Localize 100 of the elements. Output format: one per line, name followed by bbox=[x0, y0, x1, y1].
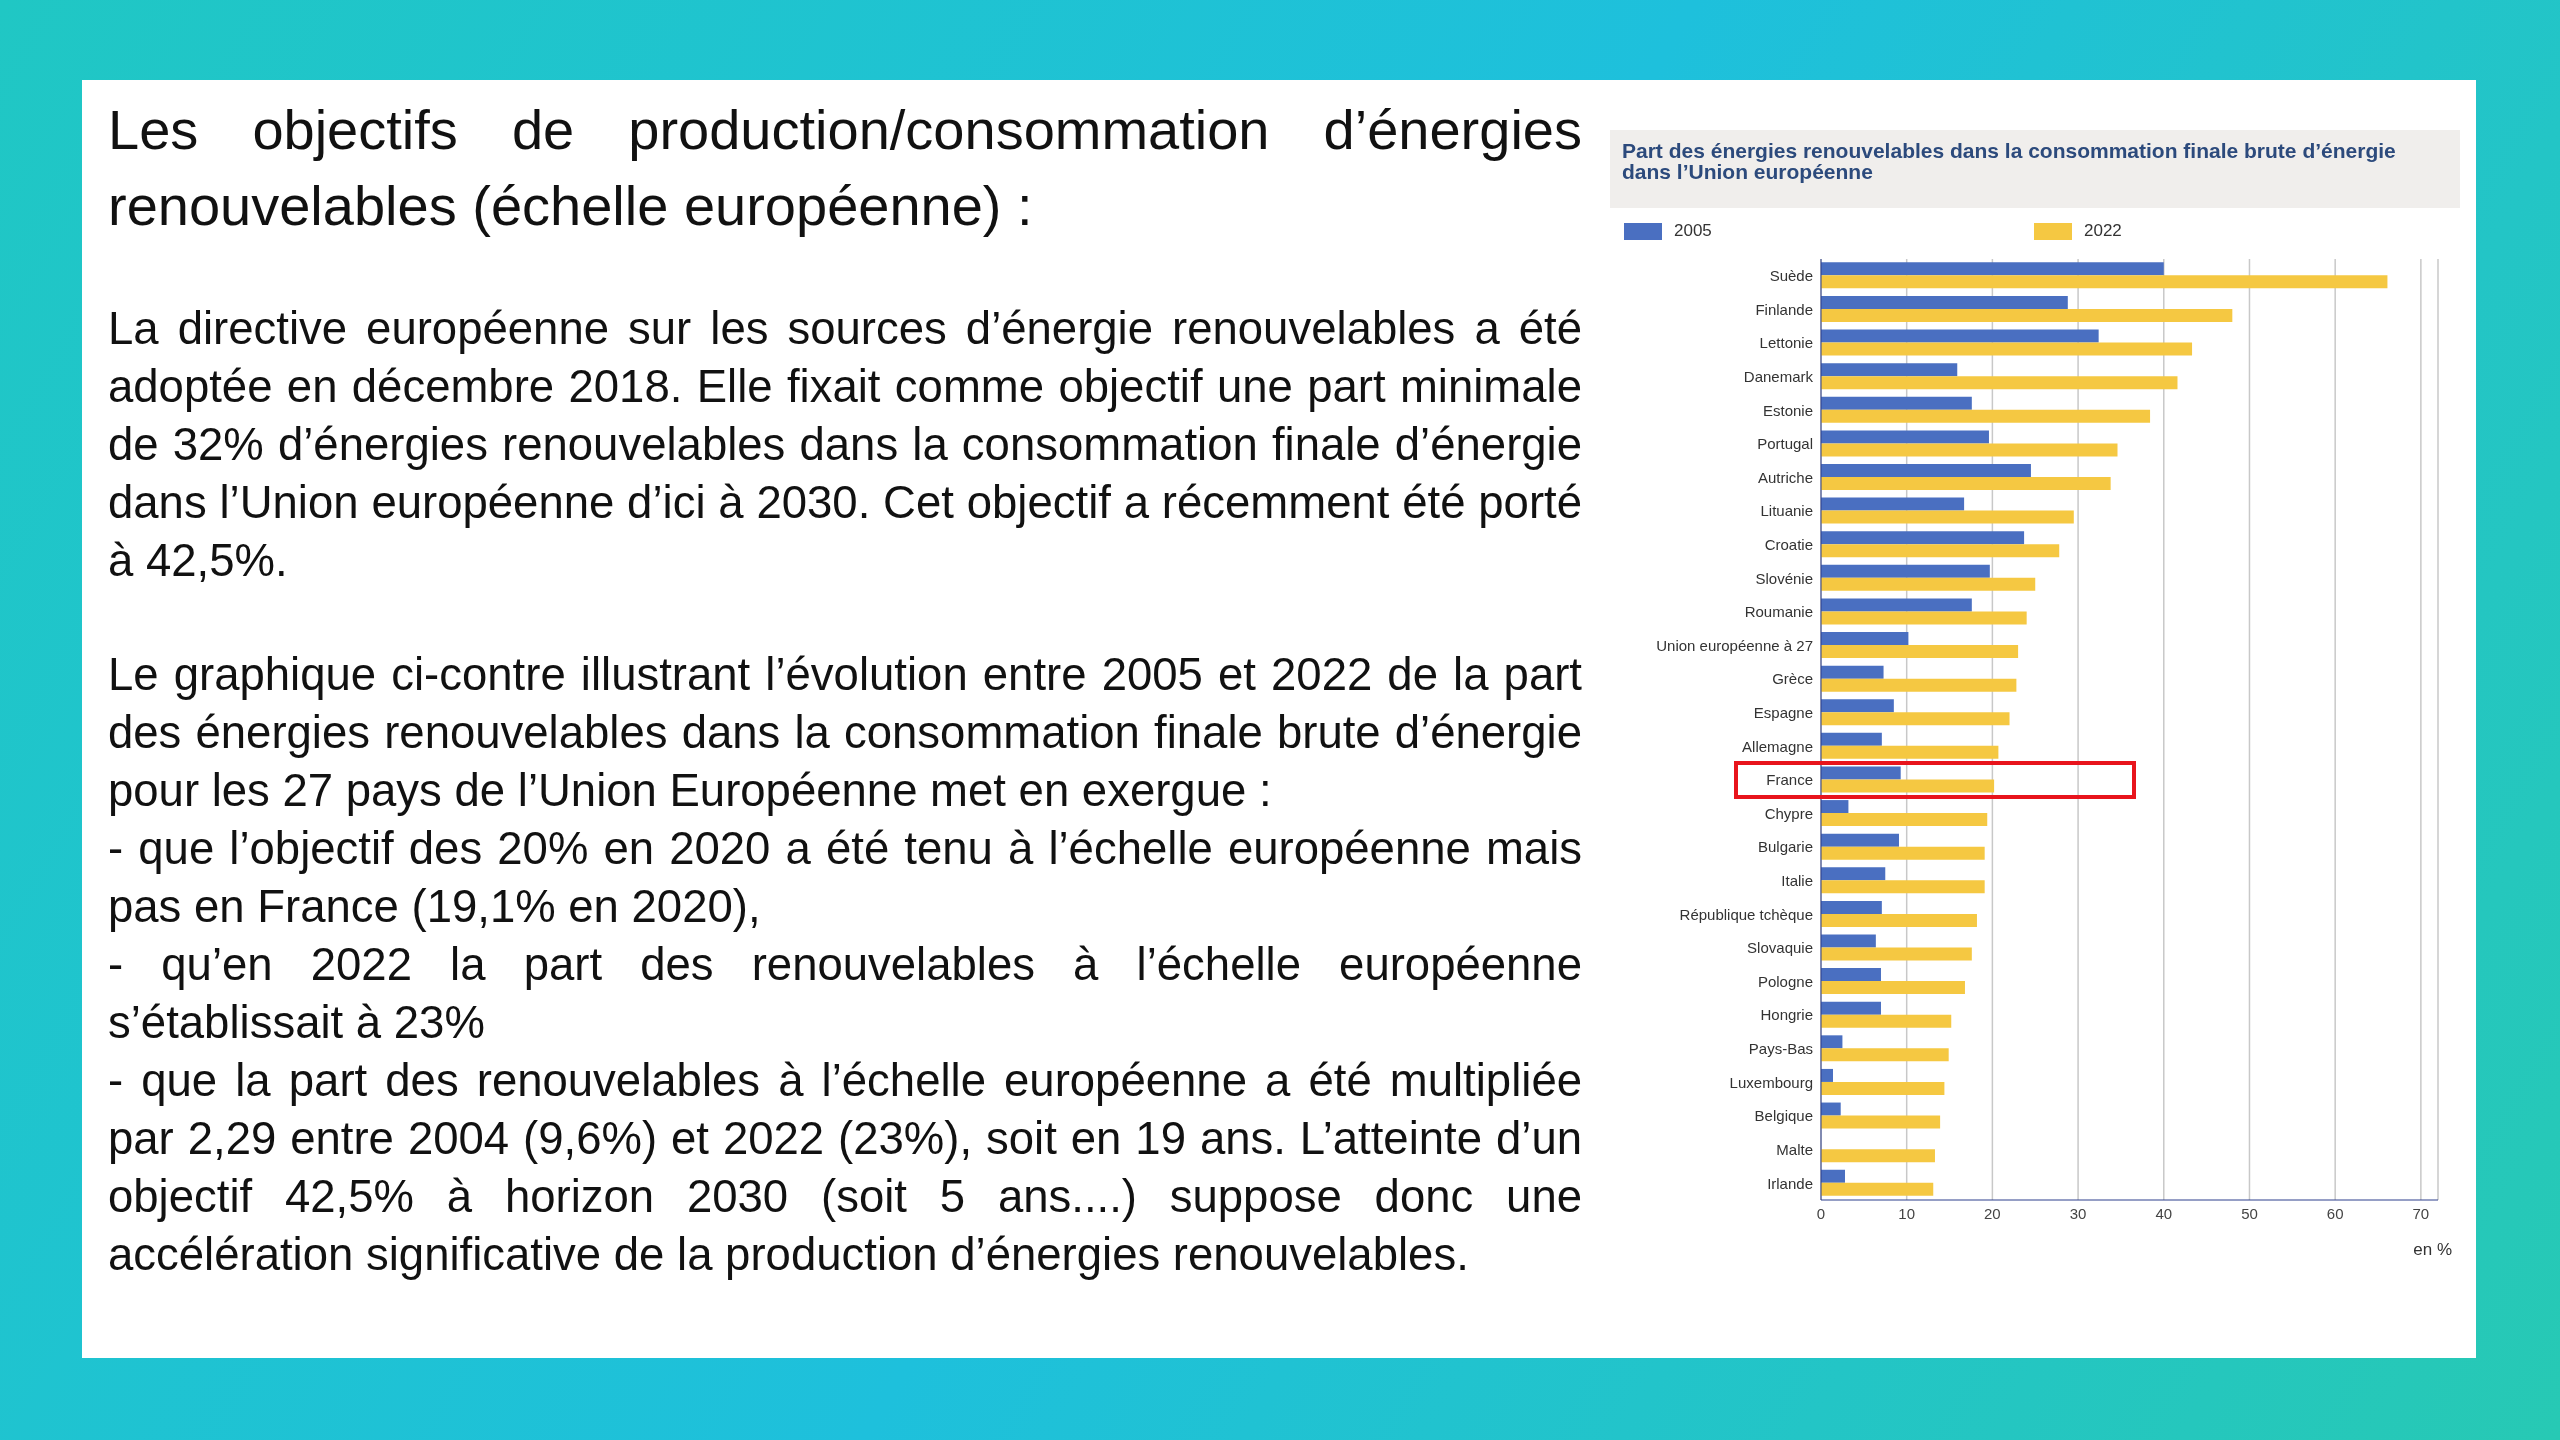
y-tick-label: Hongrie bbox=[1760, 1006, 1813, 1024]
y-tick-label: Pologne bbox=[1757, 972, 1813, 990]
x-tick-label: 10 bbox=[1898, 1204, 1916, 1222]
bar bbox=[1821, 308, 2233, 322]
bar bbox=[1821, 813, 1988, 827]
bar bbox=[1821, 564, 1990, 578]
y-tick-label: Irlande bbox=[1767, 1174, 1813, 1192]
bar bbox=[1821, 1001, 1881, 1015]
y-tick-label: Espagne bbox=[1753, 704, 1813, 722]
bar bbox=[1821, 329, 2099, 343]
bar bbox=[1821, 577, 2036, 591]
bar bbox=[1821, 632, 1909, 646]
y-tick-label: Bulgarie bbox=[1757, 838, 1813, 856]
bar bbox=[1821, 913, 1977, 927]
bar bbox=[1821, 699, 1894, 713]
bar bbox=[1821, 833, 1899, 847]
x-tick-label: 0 bbox=[1816, 1204, 1826, 1222]
bar bbox=[1821, 1014, 1952, 1028]
bar bbox=[1821, 409, 2151, 423]
bar bbox=[1821, 1081, 1945, 1095]
y-tick-label: Roumanie bbox=[1744, 603, 1813, 621]
y-tick-label: Italie bbox=[1781, 872, 1813, 890]
x-tick-label: 30 bbox=[2069, 1204, 2087, 1222]
legend-label: 2005 bbox=[1674, 221, 1712, 241]
text: - que la part des renouvelables à l’échelle européenne a été multipliée par 2,29 entre 2004 (9,6%) et 2022 (23%), soit en 19 ans. L’atteinte d’un objectif 42,5% à horizon 2030 (soit 5 ans....) suppose donc une accélération significative de la production d’énergies renouvelables. bbox=[108, 1054, 1582, 1282]
bar bbox=[1821, 665, 1884, 679]
bar bbox=[1821, 598, 1972, 612]
bar bbox=[1821, 443, 2118, 457]
bar bbox=[1821, 900, 1882, 914]
bar bbox=[1821, 934, 1876, 948]
y-tick-label: Union européenne à 27 bbox=[1656, 636, 1813, 654]
bar bbox=[1821, 846, 1985, 860]
bar bbox=[1821, 645, 2019, 659]
y-tick-label: Suède bbox=[1769, 267, 1813, 285]
y-tick-label: Danemark bbox=[1743, 367, 1814, 385]
bar bbox=[1821, 275, 2388, 289]
y-tick-label: Croatie bbox=[1764, 535, 1813, 553]
y-tick-label: Lituanie bbox=[1760, 502, 1813, 520]
x-tick-label: 20 bbox=[1984, 1204, 2001, 1222]
text: Les objectifs de production/consommation d’énergies renouvelables (échelle européenne) : bbox=[108, 97, 1582, 239]
bar bbox=[1821, 477, 2111, 490]
x-tick-label: 60 bbox=[2326, 1204, 2344, 1222]
bar bbox=[1821, 262, 2164, 276]
bar bbox=[1821, 678, 2017, 692]
y-tick-label: Portugal bbox=[1757, 435, 1813, 453]
bar bbox=[1821, 363, 1958, 377]
bar bbox=[1821, 947, 1972, 961]
text: - que l’objectif des 20% en 2020 a été tenu à l’échelle européenne mais pas en France (19,1% en 2020), bbox=[108, 822, 1582, 934]
bar bbox=[1821, 1149, 1935, 1163]
bar bbox=[1821, 396, 1972, 410]
y-tick-label: Chypre bbox=[1764, 804, 1813, 822]
bar bbox=[1821, 1102, 1841, 1116]
bar bbox=[1821, 1048, 1949, 1062]
y-tick-label: Grèce bbox=[1772, 670, 1813, 688]
bar bbox=[1821, 867, 1886, 881]
y-tick-label: Pays-Bas bbox=[1748, 1040, 1813, 1058]
y-tick-label: Autriche bbox=[1757, 468, 1813, 486]
y-tick-label: Allemagne bbox=[1742, 737, 1813, 755]
bar bbox=[1821, 712, 2010, 726]
bar bbox=[1821, 544, 2060, 558]
bar bbox=[1821, 1115, 1941, 1129]
bar bbox=[1821, 1068, 1833, 1082]
bar bbox=[1821, 880, 1985, 894]
bar bbox=[1821, 611, 2027, 625]
bar bbox=[1821, 464, 2031, 477]
bar bbox=[1821, 510, 2074, 524]
y-tick-label: République tchèque bbox=[1679, 905, 1813, 923]
x-axis-title: en % bbox=[2412, 1240, 2453, 1260]
chart-title: Part des énergies renouvelables dans la consommation finale brute d’énergie dans l’Union européenne bbox=[1610, 130, 2460, 208]
legend-label: 2022 bbox=[2084, 221, 2122, 241]
y-tick-label: Belgique bbox=[1754, 1107, 1813, 1125]
bar bbox=[1821, 1182, 1934, 1196]
bar bbox=[1821, 497, 1965, 511]
bar bbox=[1821, 732, 1882, 746]
y-tick-label: Finlande bbox=[1755, 300, 1813, 318]
bar bbox=[1821, 745, 1999, 759]
y-tick-label: Slovaquie bbox=[1747, 939, 1813, 957]
y-tick-label: Slovénie bbox=[1755, 569, 1813, 587]
bar bbox=[1821, 376, 2178, 390]
x-tick-label: 70 bbox=[2412, 1204, 2430, 1222]
text: Le graphique ci-contre illustrant l’évolution entre 2005 et 2022 de la part des énergies renouvelables dans la consommation finale brute d’énergie pour les 27 pays de l’Union Européenne met en exergue : bbox=[108, 648, 1582, 818]
bar bbox=[1821, 531, 2025, 545]
bar bbox=[1821, 779, 1995, 793]
y-tick-label: France bbox=[1766, 771, 1813, 789]
x-tick-label: 50 bbox=[2241, 1204, 2258, 1222]
y-tick-label: Estonie bbox=[1762, 401, 1813, 419]
bar bbox=[1821, 800, 1849, 814]
bar bbox=[1821, 1169, 1845, 1183]
bar bbox=[1821, 766, 1901, 780]
bar bbox=[1821, 981, 1965, 995]
bar bbox=[1821, 968, 1881, 982]
bar bbox=[1821, 295, 2068, 309]
text: - qu’en 2022 la part des renouvelables à l’échelle européenne s’établissait à 23% bbox=[108, 938, 1582, 1050]
y-tick-label: Luxembourg bbox=[1729, 1073, 1813, 1091]
bar bbox=[1821, 430, 1989, 444]
bar bbox=[1821, 1035, 1843, 1049]
bar bbox=[1821, 342, 2193, 356]
text: La directive européenne sur les sources d’énergie renouvelables a été adoptée en décembre 2018. Elle fixait comme objectif une part minimale de 32% d’énergies renouvelables dans la consommation finale d’énergie dans l’Union européenne d’ici à 2030. Cet objectif a récemment été porté à 42,5%. bbox=[108, 302, 1582, 588]
x-tick-label: 40 bbox=[2155, 1204, 2173, 1222]
y-tick-label: Lettonie bbox=[1759, 334, 1813, 352]
